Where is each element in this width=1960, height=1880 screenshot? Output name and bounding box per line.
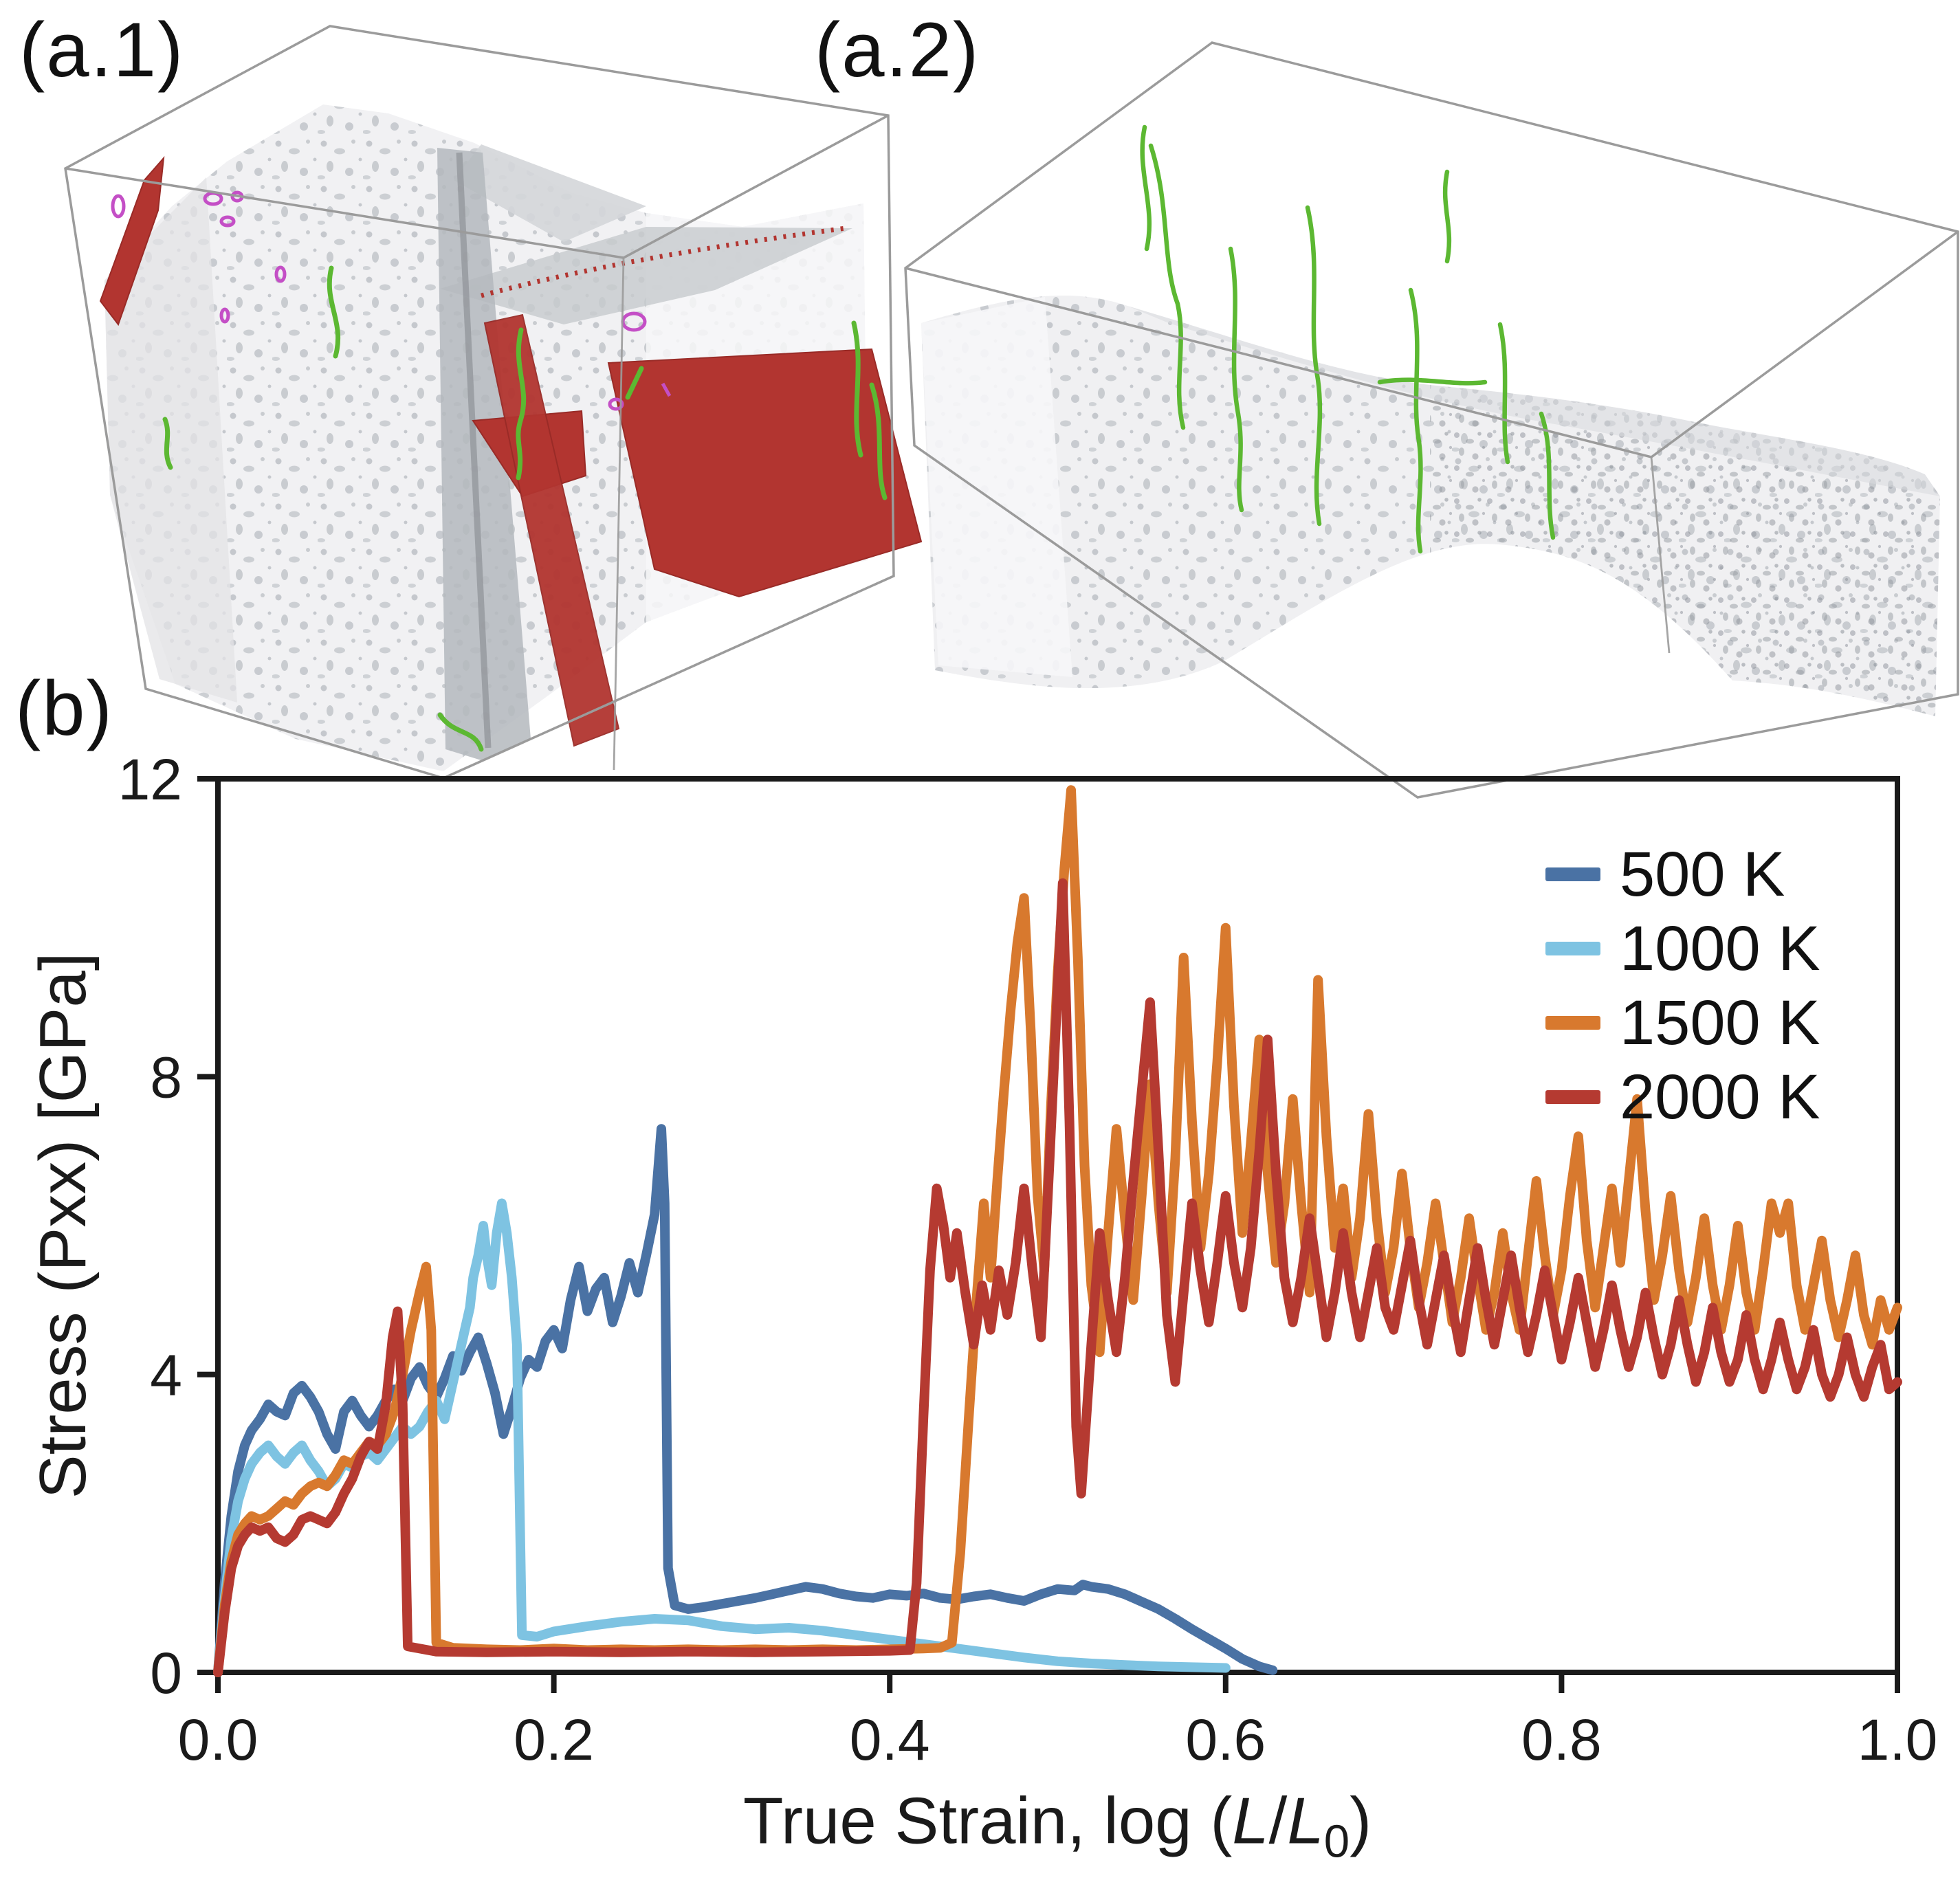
- x-axis-title-subscript: 0: [1323, 1815, 1350, 1868]
- legend-item-2000k: 2000 K: [1545, 1060, 1820, 1134]
- a1-crack-flap: [454, 144, 646, 242]
- a2-wireframe-box: [904, 41, 1959, 799]
- defect-loop: [661, 382, 672, 397]
- x-axis-title-close: ): [1350, 1784, 1372, 1858]
- a1-crack-groove: [437, 148, 531, 760]
- a2-dislocation-lines: [1140, 124, 1556, 554]
- dislocation-line: [1539, 411, 1556, 540]
- dislocation-line: [162, 417, 173, 470]
- a1-crack-flap: [440, 227, 852, 324]
- dislocation-line: [516, 327, 527, 480]
- a2-specimen-surface: [921, 295, 1940, 716]
- y-tick-label: 8: [150, 1045, 182, 1109]
- a1-dislocation-lines: [162, 265, 888, 752]
- legend-swatch-2000k: [1545, 1090, 1600, 1104]
- x-axis-title-L1: L: [1232, 1784, 1269, 1858]
- dislocation-line: [437, 712, 484, 752]
- stress-strain-chart: 0.0 0.2 0.4 0.6 0.8 1.0 0 4 8 12: [118, 747, 1938, 1772]
- legend-item-1500k: 1500 K: [1545, 986, 1820, 1060]
- legend-label-2000k: 2000 K: [1620, 1061, 1820, 1132]
- defect-loop: [608, 397, 624, 411]
- dislocation-line: [1305, 205, 1323, 527]
- series-line-2000k: [213, 878, 1902, 1677]
- panel-label-a2: (a.2): [815, 7, 980, 93]
- dislocation-line: [1148, 143, 1186, 430]
- x-tick-label: 0.0: [178, 1707, 258, 1772]
- x-tick-label: 0.8: [1521, 1707, 1602, 1772]
- panel-a1-render: [64, 25, 923, 779]
- legend-swatch-500k: [1545, 867, 1600, 881]
- dislocation-line: [625, 366, 644, 400]
- chart-legend: 500 K 1000 K 1500 K 2000 K: [1545, 837, 1820, 1134]
- dislocation-line: [1442, 169, 1452, 264]
- legend-item-1000k: 1000 K: [1545, 911, 1820, 986]
- defect-loop: [111, 194, 126, 219]
- x-axis-title-L2: L: [1287, 1784, 1324, 1858]
- defect-loop: [219, 215, 236, 228]
- defect-loop: [219, 307, 230, 324]
- legend-label-500k: 500 K: [1620, 839, 1785, 909]
- series-line-1500k: [213, 785, 1902, 1677]
- y-axis-title: Stress (Pxx) [GPa]: [26, 952, 100, 1499]
- legend-label-1500k: 1500 K: [1620, 987, 1820, 1058]
- x-tick-label: 0.2: [514, 1707, 594, 1772]
- legend-label-1000k: 1000 K: [1620, 913, 1820, 984]
- legend-swatch-1000k: [1545, 942, 1600, 955]
- legend-swatch-1500k: [1545, 1016, 1600, 1030]
- panel-a2-render: [904, 41, 1959, 799]
- dislocation-line: [1497, 322, 1510, 465]
- dislocation-line: [1408, 287, 1423, 554]
- defect-loop: [274, 265, 287, 283]
- x-tick-label: 0.4: [850, 1707, 930, 1772]
- dislocation-line: [869, 382, 888, 500]
- x-axis-title: True Strain, log (L/L0): [743, 1783, 1372, 1868]
- legend-item-500k: 500 K: [1545, 837, 1820, 911]
- plot-box: [215, 776, 1900, 1675]
- panel-label-b: (b): [15, 665, 113, 751]
- panel-label-a1: (a.1): [19, 7, 185, 93]
- dislocation-line: [327, 265, 341, 359]
- dislocation-line: [1377, 377, 1488, 386]
- dislocation-line: [851, 320, 863, 458]
- x-tick-label: 1.0: [1858, 1707, 1938, 1772]
- dislocation-line: [1228, 246, 1244, 513]
- x-axis-title-slash: /: [1268, 1784, 1288, 1858]
- x-tick-label: 0.6: [1185, 1707, 1266, 1772]
- series-line-1000k: [213, 1198, 1231, 1677]
- y-tick-label: 12: [118, 747, 182, 812]
- y-tick-label: 4: [150, 1343, 182, 1408]
- a1-wireframe-box: [64, 25, 895, 779]
- x-axis-title-prefix: True Strain, log (: [742, 1784, 1233, 1858]
- dislocation-line: [1140, 124, 1152, 252]
- series-line-500k: [213, 1124, 1278, 1677]
- crack-surface: [607, 348, 923, 598]
- y-tick-label: 0: [150, 1641, 182, 1705]
